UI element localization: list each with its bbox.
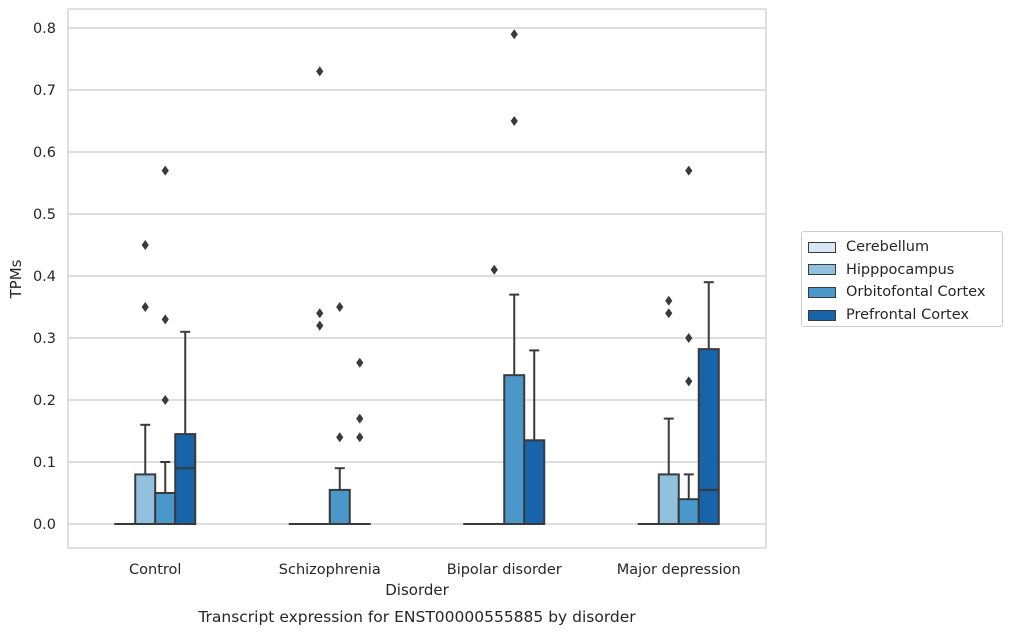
outlier-point — [336, 302, 344, 312]
box — [154, 492, 177, 525]
outlier-point — [510, 29, 518, 40]
x-axis-label: Disorder — [385, 581, 449, 599]
legend-item: Prefrontal Cortex — [808, 304, 1002, 327]
y-tick-label: 0.7 — [33, 83, 56, 99]
box-prefrontal-cortex — [523, 349, 546, 525]
legend-item: Cerebellum — [808, 236, 1002, 259]
outlier-point — [685, 333, 693, 343]
box — [657, 473, 680, 525]
y-tick-label: 0.5 — [33, 207, 56, 223]
outlier-point — [685, 165, 693, 176]
box-hipppocampus — [483, 264, 506, 526]
outlier-point — [665, 308, 673, 319]
legend-item: Orbitofontal Cortex — [808, 281, 1002, 304]
box — [174, 433, 197, 526]
box-orbitofontal-cortex — [328, 302, 351, 525]
gridlines — [68, 27, 766, 525]
box-orbitofontal-cortex — [154, 165, 177, 525]
outlier-point — [141, 302, 149, 312]
outlier-point — [141, 240, 149, 250]
legend-label: Prefrontal Cortex — [846, 307, 969, 324]
box-hipppocampus — [134, 240, 157, 525]
outlier-point — [356, 432, 364, 443]
legend-swatch — [808, 264, 836, 276]
outlier-point — [316, 320, 324, 331]
outlier-point — [356, 413, 364, 424]
legend-item: Hipppocampus — [808, 259, 1002, 282]
y-tick-label: 0.6 — [33, 145, 56, 161]
outlier-point — [356, 357, 364, 368]
outlier-point — [316, 308, 324, 319]
outlier-point — [316, 66, 324, 77]
y-tick-label: 0.2 — [33, 393, 56, 409]
legend: Cerebellum Hipppocampus Orbitofontal Corte… — [801, 231, 1003, 327]
y-tick-label: 0.0 — [33, 517, 56, 533]
outlier-point — [510, 116, 518, 126]
plot-area — [114, 29, 720, 526]
y-tick-label: 0.3 — [33, 331, 56, 347]
outlier-point — [161, 165, 169, 176]
x-tick-label: Major depression — [617, 562, 741, 578]
x-tick-label: Schizophrenia — [279, 562, 381, 578]
box — [523, 439, 546, 525]
outlier-point — [685, 376, 693, 387]
outlier-point — [490, 264, 498, 275]
outlier-point — [336, 432, 344, 443]
box — [328, 488, 351, 525]
outlier-point — [161, 395, 169, 405]
y-tick-label: 0.8 — [33, 21, 56, 37]
y-tick-label: 0.1 — [33, 455, 56, 471]
box-prefrontal-cortex — [348, 357, 371, 526]
box-hipppocampus — [308, 66, 331, 526]
y-axis-label: TPMs — [7, 259, 25, 299]
box-hipppocampus — [657, 295, 680, 525]
outlier-point — [161, 314, 169, 325]
box — [134, 473, 157, 525]
legend-swatch — [808, 241, 836, 253]
legend-label: Cerebellum — [846, 239, 930, 256]
legend-label: Hipppocampus — [846, 261, 955, 278]
box — [677, 498, 700, 526]
box — [503, 374, 526, 526]
outlier-point — [665, 295, 673, 306]
chart-title: Transcript expression for ENST0000055588… — [197, 608, 636, 626]
legend-swatch — [808, 286, 836, 298]
box — [697, 348, 720, 525]
box-prefrontal-cortex — [174, 330, 197, 526]
legend-label: Orbitofontal Cortex — [846, 284, 986, 301]
legend-swatch — [808, 309, 836, 321]
box-orbitofontal-cortex — [677, 165, 700, 526]
y-axis: 0.0 0.1 0.2 0.3 0.4 0.5 0.6 0.7 0.8 — [33, 21, 56, 533]
x-tick-label: Control — [129, 562, 181, 578]
x-axis: Control Schizophrenia Bipolar disorder Majo… — [129, 562, 741, 578]
plot-frame — [67, 8, 767, 549]
y-tick-label: 0.4 — [33, 269, 56, 285]
x-tick-label: Bipolar disorder — [447, 562, 562, 578]
box-prefrontal-cortex — [697, 281, 720, 525]
